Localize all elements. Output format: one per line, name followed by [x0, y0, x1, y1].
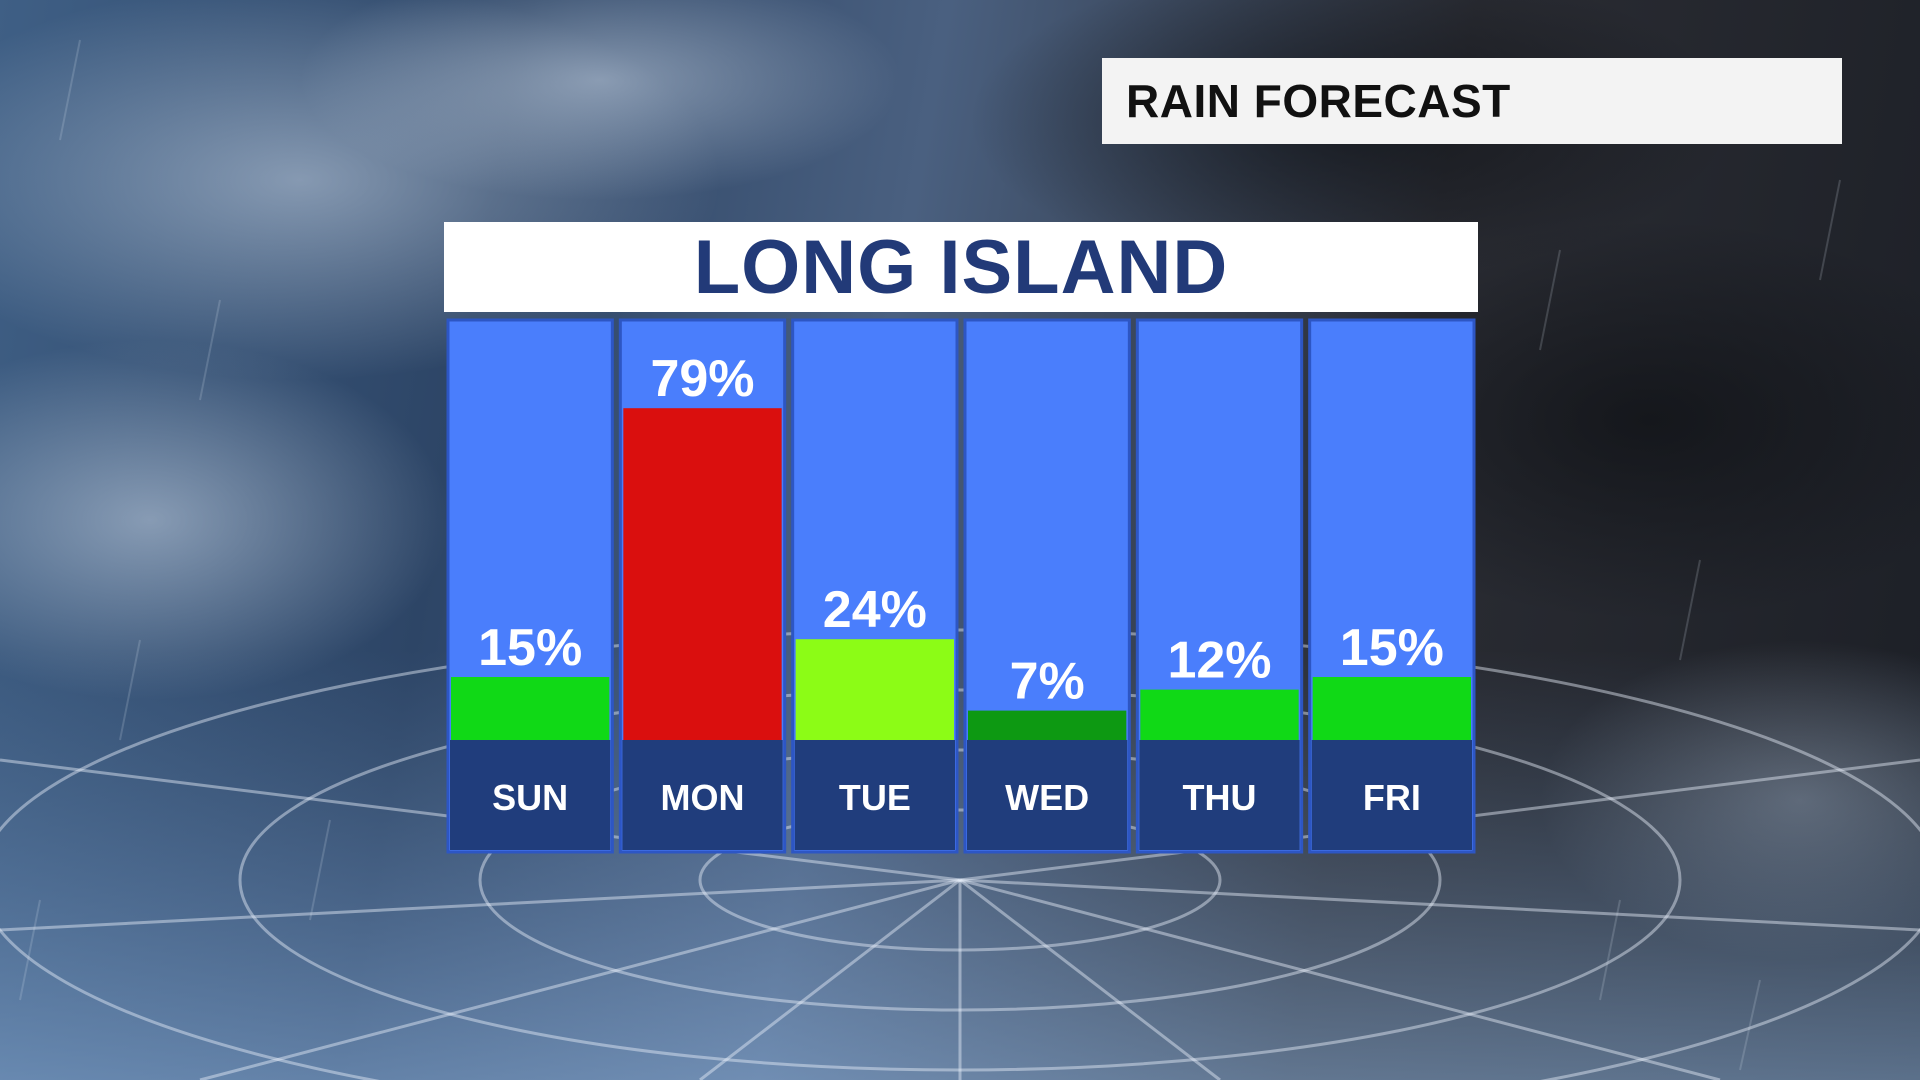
day-label-fri: FRI	[1363, 777, 1421, 818]
value-label-tue: 24%	[823, 581, 927, 639]
day-label-sun: SUN	[492, 777, 568, 818]
day-bar-tue	[794, 740, 955, 850]
panel-title-bar: LONG ISLAND	[444, 222, 1478, 312]
rain-chance-chart: 15% SUN 79% MON 24% TUE 7% WED 12% THU 15% FRI	[446, 318, 1476, 854]
day-bar-mon	[622, 740, 783, 850]
day-bar-fri	[1311, 740, 1472, 850]
bar-sun	[451, 677, 610, 740]
bar-thu	[1140, 689, 1299, 740]
day-bar-thu	[1139, 740, 1300, 850]
value-label-wed: 7%	[1010, 653, 1085, 711]
header-title: RAIN FORECAST	[1126, 75, 1511, 127]
header-banner: RAIN FORECAST	[1102, 58, 1842, 144]
bar-fri	[1312, 677, 1471, 740]
day-label-wed: WED	[1005, 777, 1089, 818]
day-label-tue: TUE	[839, 777, 911, 818]
day-bar-wed	[967, 740, 1128, 850]
day-label-thu: THU	[1183, 777, 1257, 818]
value-label-mon: 79%	[650, 350, 754, 408]
bar-mon	[623, 408, 782, 740]
day-label-mon: MON	[661, 777, 745, 818]
bar-tue	[795, 639, 954, 740]
day-bar-sun	[450, 740, 611, 850]
bar-wed	[968, 710, 1127, 740]
value-label-sun: 15%	[478, 619, 582, 677]
value-label-thu: 12%	[1167, 632, 1271, 690]
panel-title: LONG ISLAND	[693, 224, 1229, 310]
value-label-fri: 15%	[1340, 619, 1444, 677]
